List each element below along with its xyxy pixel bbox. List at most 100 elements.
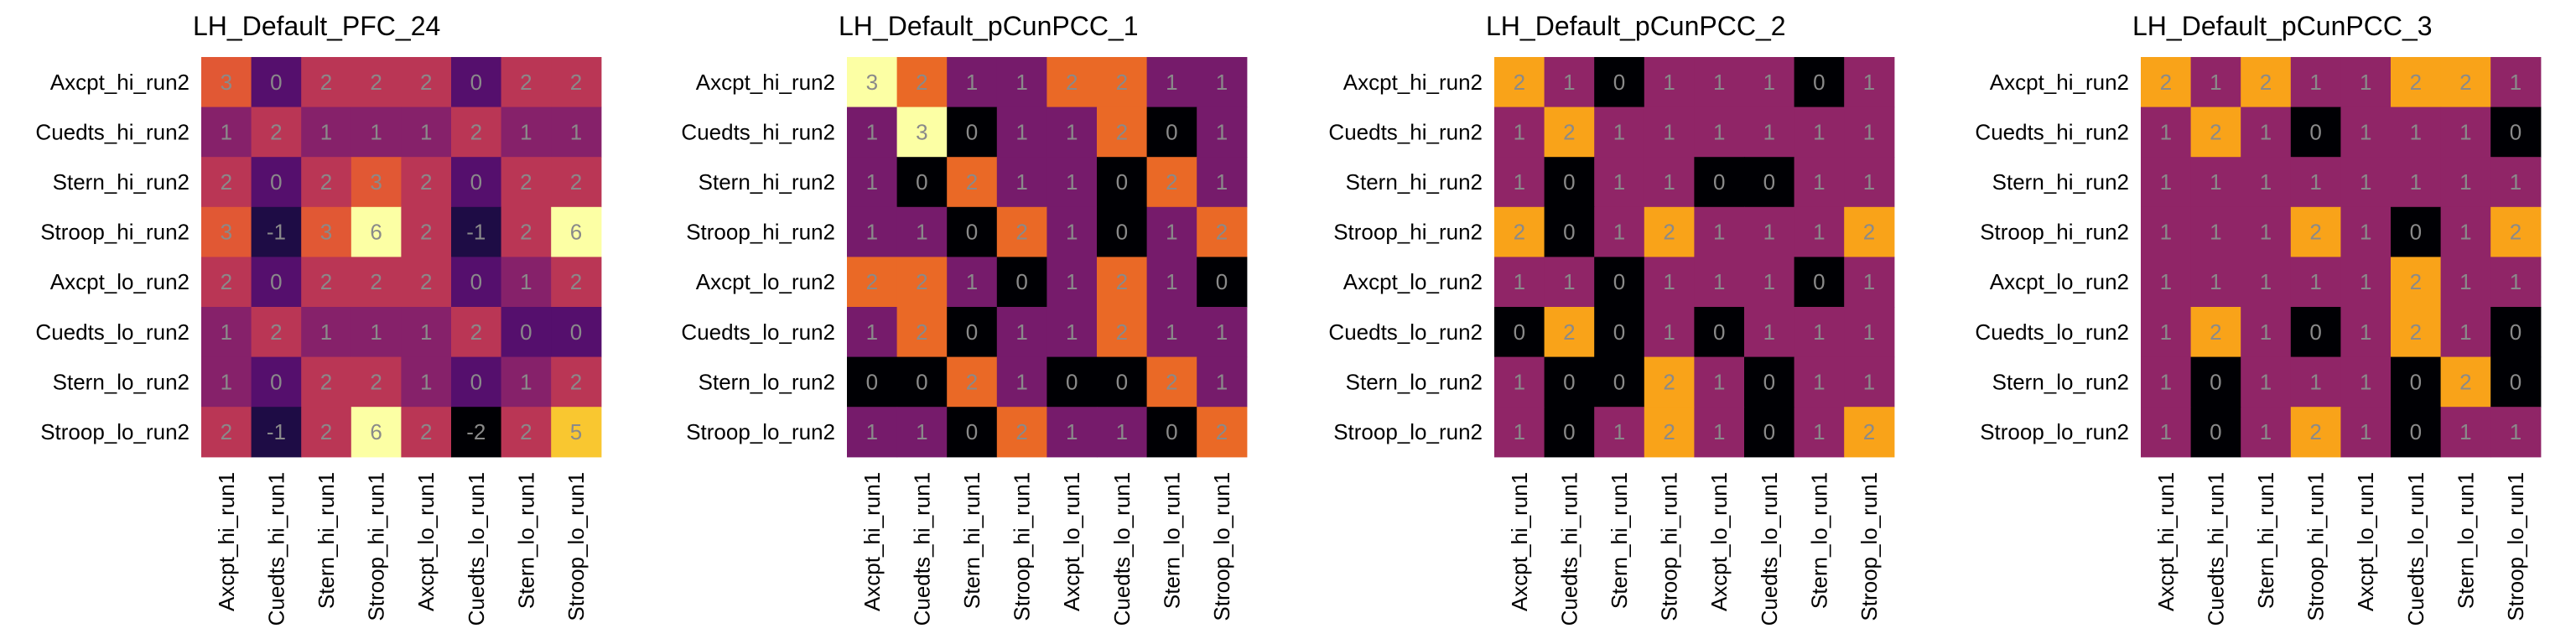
- cell-value-label: 1: [1863, 319, 1875, 345]
- row-tick-label: Axcpt_hi_run2: [1990, 70, 2129, 95]
- column-tick-label: Axcpt_lo_run1: [2353, 472, 2378, 611]
- heatmap-cell: [2391, 157, 2442, 208]
- cell-value-label: 1: [370, 319, 382, 345]
- cell-value-label: 0: [1563, 419, 1575, 444]
- heatmap-cell: [1694, 407, 1745, 458]
- cell-value-label: 2: [570, 70, 582, 95]
- cell-value-label: 1: [2210, 70, 2221, 95]
- column-tick-label: Cuedts_hi_run1: [1556, 472, 1581, 626]
- cell-value-label: 2: [2459, 70, 2471, 95]
- cell-value-label: 1: [2160, 419, 2172, 444]
- column-tick-label: Axcpt_lo_run1: [1059, 472, 1084, 611]
- heatmap-cell: [2241, 106, 2292, 158]
- cell-value-label: 1: [1216, 319, 1228, 345]
- cell-value-label: 0: [966, 220, 978, 245]
- column-tick-label: Stern_lo_run1: [1159, 472, 1184, 609]
- cell-value-label: 2: [420, 169, 432, 195]
- heatmap-cell: [1694, 206, 1745, 257]
- cell-value-label: 0: [1763, 169, 1775, 195]
- heatmap-cell: [2340, 356, 2392, 408]
- row-tick-label: Stroop_lo_run2: [686, 419, 835, 444]
- heatmap-cell: [2290, 407, 2341, 458]
- cell-value-label: 1: [1066, 269, 1078, 294]
- cell-value-label: 0: [470, 369, 482, 394]
- cell-value-label: 2: [1015, 220, 1027, 245]
- cell-value-label: 1: [320, 319, 332, 345]
- cell-value-label: 1: [1613, 220, 1625, 245]
- cell-value-label: 0: [270, 369, 282, 394]
- cell-value-label: 2: [420, 419, 432, 444]
- cell-value-label: 0: [866, 369, 878, 394]
- heatmap-cell: [1046, 57, 1098, 108]
- column-tick-label: Cuedts_hi_run1: [909, 472, 934, 626]
- heatmap-cell: [1046, 206, 1098, 257]
- cell-value-label: 1: [1015, 119, 1027, 144]
- heatmap-cell: [996, 57, 1047, 108]
- heatmap-cell: [2290, 257, 2341, 308]
- cell-value-label: 1: [1166, 319, 1177, 345]
- cell-value-label: 1: [1216, 369, 1228, 394]
- heatmap-cell: [2241, 307, 2292, 358]
- cell-value-label: 1: [866, 220, 878, 245]
- heatmap-cell: [451, 307, 502, 358]
- row-tick-label: Cuedts_lo_run2: [1328, 319, 1483, 345]
- cell-value-label: 2: [1015, 419, 1027, 444]
- cell-value-label: 1: [2410, 169, 2422, 195]
- row-tick-label: Axcpt_lo_run2: [50, 269, 190, 294]
- cell-value-label: 2: [1116, 70, 1128, 95]
- cell-value-label: 1: [966, 70, 978, 95]
- cell-value-label: 0: [270, 169, 282, 195]
- cell-value-label: 1: [1613, 119, 1625, 144]
- heatmap-cell: [2340, 257, 2392, 308]
- heatmap-cell: [1844, 206, 1895, 257]
- heatmap-cell: [201, 157, 252, 208]
- heatmap-cell: [2391, 356, 2442, 408]
- heatmap-cell: [1146, 407, 1197, 458]
- cell-value-label: 1: [2160, 269, 2172, 294]
- heatmap-cell: [201, 106, 252, 158]
- cell-value-label: 1: [1863, 169, 1875, 195]
- row-tick-label: Stroop_hi_run2: [1980, 220, 2129, 245]
- row-tick-label: Axcpt_hi_run2: [696, 70, 835, 95]
- cell-value-label: 0: [2410, 369, 2422, 394]
- column-tick-label: Stern_hi_run1: [2253, 472, 2278, 609]
- row-tick-label: Stern_hi_run2: [699, 169, 835, 195]
- cell-value-label: 5: [570, 419, 582, 444]
- heatmap-cell: [996, 307, 1047, 358]
- cell-value-label: 6: [370, 220, 382, 245]
- heatmap-cell: [1494, 106, 1545, 158]
- heatmap-cell: [896, 257, 948, 308]
- row-tick-label: Axcpt_hi_run2: [1343, 70, 1483, 95]
- cell-value-label: 0: [1713, 319, 1725, 345]
- heatmap-cell: [2391, 57, 2442, 108]
- cell-value-label: 2: [1216, 220, 1228, 245]
- heatmap-cell: [1594, 407, 1645, 458]
- row-tick-label: Cuedts_hi_run2: [35, 119, 190, 144]
- heatmap-cell: [1146, 106, 1197, 158]
- heatmap-cell: [2340, 106, 2392, 158]
- cell-value-label: 2: [370, 70, 382, 95]
- cell-value-label: -1: [267, 220, 286, 245]
- heatmap-cell: [351, 407, 402, 458]
- cell-value-label: 0: [2510, 369, 2521, 394]
- row-tick-label: Cuedts_lo_run2: [35, 319, 190, 345]
- heatmap-cell: [2290, 356, 2341, 408]
- heatmap-cell: [2490, 106, 2542, 158]
- heatmap-cell: [2290, 307, 2341, 358]
- row-tick-label: Cuedts_lo_run2: [1975, 319, 2129, 345]
- cell-value-label: 2: [2459, 369, 2471, 394]
- cell-value-label: 1: [1066, 419, 1078, 444]
- heatmap-cell: [1146, 206, 1197, 257]
- cell-value-label: 2: [2210, 119, 2221, 144]
- cell-value-label: 1: [1216, 119, 1228, 144]
- cell-value-label: 1: [2459, 419, 2471, 444]
- cell-value-label: 1: [1713, 269, 1725, 294]
- cell-value-label: 2: [1863, 419, 1875, 444]
- cell-value-label: 1: [916, 419, 927, 444]
- heatmap-cell: [1544, 106, 1595, 158]
- heatmap-cell: [847, 257, 898, 308]
- cell-value-label: 1: [320, 119, 332, 144]
- heatmap-cell: [1097, 157, 1148, 208]
- cell-value-label: -1: [466, 220, 486, 245]
- heatmap-cell: [1544, 407, 1595, 458]
